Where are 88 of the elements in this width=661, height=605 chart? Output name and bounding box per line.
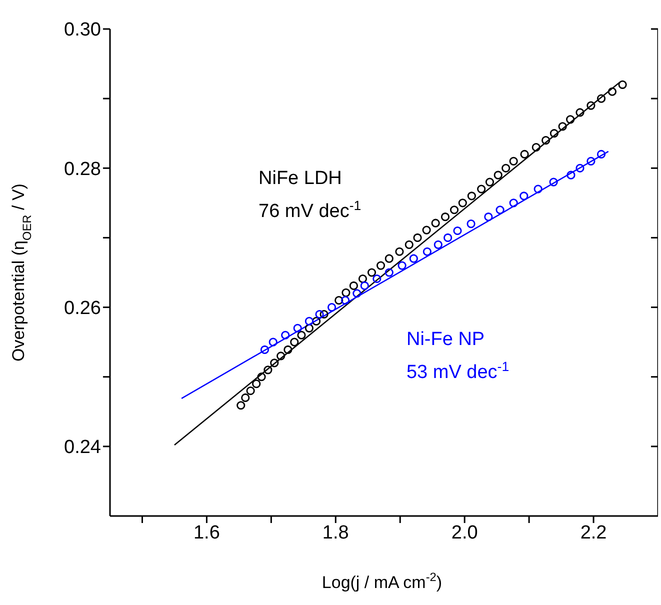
point (327, 302, 336, 312)
point (320, 310, 328, 319)
point (264, 366, 272, 374)
annotation: 76 mV dec$^{-1}$ (258, 197, 362, 222)
point (290, 338, 299, 346)
point (542, 136, 550, 145)
point (576, 108, 584, 117)
point (270, 358, 279, 368)
point (297, 330, 306, 340)
point (395, 247, 404, 256)
point (453, 226, 462, 236)
point (422, 247, 432, 256)
point (496, 206, 504, 214)
point (360, 281, 369, 290)
point (596, 94, 606, 103)
text: Ni-Fe NP (406, 329, 485, 350)
point (358, 274, 368, 284)
point (276, 352, 286, 360)
point (341, 296, 350, 305)
point (236, 401, 246, 410)
point (477, 184, 486, 194)
point (534, 184, 542, 194)
point (384, 254, 394, 263)
text: NiFe LDH (258, 168, 342, 189)
x-tick-label: 2.2 (580, 522, 607, 544)
point (558, 122, 567, 131)
point (304, 324, 314, 332)
point (241, 393, 250, 402)
point (520, 150, 529, 159)
point (413, 233, 422, 242)
point (246, 386, 255, 396)
annotation: 53 mV dec$^{-1}$ (406, 358, 510, 384)
y-tick-label: 0.26 (64, 298, 101, 320)
point (532, 142, 540, 152)
point (431, 218, 440, 228)
point (367, 268, 376, 277)
x-axis-title: Log(j / mA cm$^{-2}$) (322, 570, 442, 592)
point (304, 316, 314, 326)
point (509, 156, 518, 166)
point (509, 198, 518, 208)
point (520, 192, 528, 200)
point (372, 274, 382, 284)
point (260, 345, 270, 354)
point (422, 226, 431, 234)
point (608, 87, 617, 96)
y-tick-label: 0.24 (64, 437, 102, 458)
point (384, 268, 394, 277)
point (342, 288, 350, 297)
point (349, 281, 358, 290)
point (312, 316, 321, 326)
point (268, 338, 278, 346)
point (293, 324, 302, 332)
x-tick-label: 1.8 (322, 522, 349, 544)
point (467, 192, 476, 200)
y-tick-label: 0.30 (64, 20, 101, 41)
x-tick-label: 2.0 (451, 522, 478, 544)
point (334, 296, 344, 305)
point (596, 150, 606, 159)
point (494, 170, 502, 180)
point (485, 178, 494, 186)
point (376, 261, 386, 270)
x-tick-label: 1.6 (193, 522, 220, 544)
point (586, 101, 596, 110)
point (618, 80, 627, 89)
y-tick-label: 0.28 (64, 158, 101, 180)
point (566, 170, 576, 180)
point (550, 129, 558, 138)
point (440, 212, 450, 222)
point (450, 206, 459, 214)
point (284, 345, 292, 354)
point (409, 254, 418, 263)
point (281, 330, 290, 340)
point (576, 164, 584, 172)
point (566, 115, 575, 124)
point (502, 164, 510, 172)
point (352, 289, 362, 298)
point (315, 310, 324, 319)
point (257, 372, 266, 382)
point (252, 380, 261, 388)
point (398, 261, 406, 270)
point (404, 240, 414, 249)
point (484, 212, 493, 222)
point (434, 240, 442, 249)
point (444, 233, 452, 242)
point (586, 156, 596, 166)
point (549, 178, 558, 186)
point (466, 220, 476, 228)
point (458, 198, 467, 208)
